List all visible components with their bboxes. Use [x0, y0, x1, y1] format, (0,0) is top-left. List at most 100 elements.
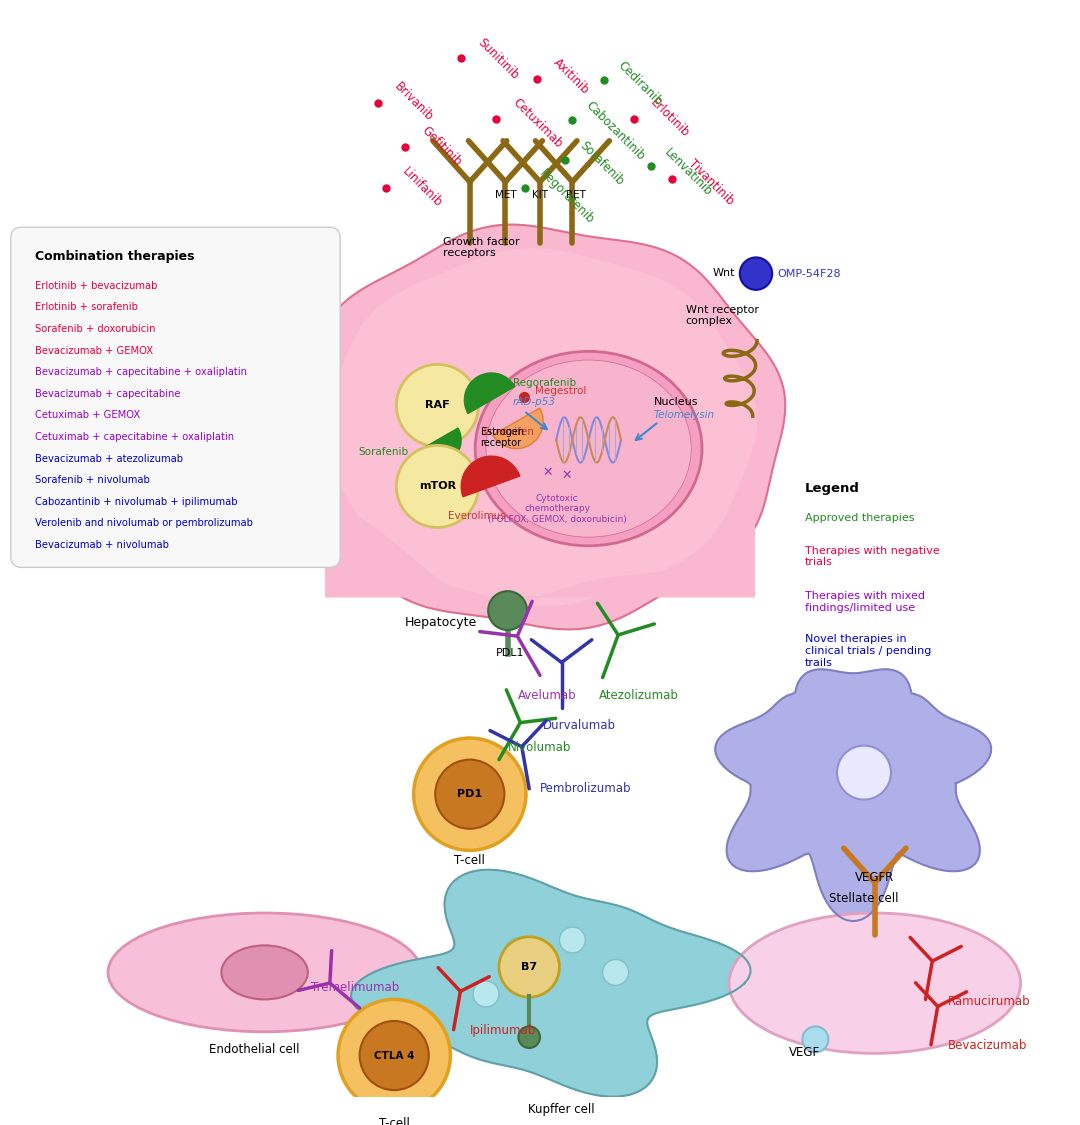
Text: T-cell: T-cell [379, 1117, 409, 1125]
Text: Cabozantinib: Cabozantinib [583, 99, 647, 163]
Text: Bevacizumab + capecitabine + oxaliplatin: Bevacizumab + capecitabine + oxaliplatin [35, 367, 246, 377]
Text: Sorafenib: Sorafenib [359, 447, 408, 457]
Circle shape [505, 938, 531, 964]
Text: Combination therapies: Combination therapies [35, 250, 194, 262]
Text: Bevacizumab + atezolizumab: Bevacizumab + atezolizumab [35, 453, 183, 463]
Text: Erlotinib: Erlotinib [648, 96, 692, 141]
FancyBboxPatch shape [11, 227, 340, 567]
Circle shape [802, 1026, 828, 1052]
Text: Verolenib and nivolumab or pembrolizumab: Verolenib and nivolumab or pembrolizumab [35, 519, 253, 529]
Text: T-cell: T-cell [455, 854, 485, 867]
Ellipse shape [486, 360, 691, 537]
Circle shape [414, 738, 526, 850]
Text: Sunitinib: Sunitinib [475, 36, 522, 82]
Circle shape [499, 937, 559, 997]
Circle shape [488, 591, 527, 630]
Text: Lenvatinib: Lenvatinib [662, 145, 715, 198]
Text: MET: MET [495, 190, 516, 200]
Text: Ramucirumab: Ramucirumab [948, 994, 1031, 1008]
Text: Avelumab: Avelumab [518, 690, 577, 702]
Polygon shape [295, 225, 785, 629]
Circle shape [740, 258, 772, 290]
Text: Hepatocyte: Hepatocyte [405, 615, 477, 629]
Text: Estrogen
receptor: Estrogen receptor [481, 426, 524, 449]
Text: B7: B7 [522, 962, 537, 972]
Text: Erlotinib + bevacizumab: Erlotinib + bevacizumab [35, 281, 157, 290]
Polygon shape [715, 669, 991, 921]
Text: Novel therapies in
clinical trials / pending
trails: Novel therapies in clinical trials / pen… [805, 634, 931, 667]
Circle shape [518, 1026, 540, 1048]
Text: Linifanib: Linifanib [400, 165, 445, 210]
Text: KIT: KIT [532, 190, 548, 200]
Text: Bevacizumab + GEMOX: Bevacizumab + GEMOX [35, 345, 152, 356]
Text: Durvalumab: Durvalumab [543, 719, 617, 732]
Text: Cabozantinib + nivolumab + ipilimumab: Cabozantinib + nivolumab + ipilimumab [35, 497, 238, 506]
Text: Telomelysin: Telomelysin [653, 411, 715, 421]
Circle shape [338, 999, 450, 1112]
Text: PDL1: PDL1 [496, 648, 524, 658]
Text: Erlotinib + sorafenib: Erlotinib + sorafenib [35, 303, 137, 313]
Text: Cetuximab: Cetuximab [510, 96, 565, 151]
Circle shape [360, 1022, 429, 1090]
Text: PD1: PD1 [457, 790, 483, 799]
Text: CTLA 4: CTLA 4 [374, 1051, 415, 1061]
Wedge shape [492, 408, 543, 449]
Ellipse shape [475, 351, 702, 546]
Text: Bevacizumab: Bevacizumab [948, 1040, 1027, 1052]
Text: Tamoxifen: Tamoxifen [481, 426, 534, 436]
Text: Nivolumab: Nivolumab [508, 741, 571, 754]
Text: Cytotoxic
chemotherapy
(FOLFOX, GEMOX, doxorubicin): Cytotoxic chemotherapy (FOLFOX, GEMOX, d… [488, 494, 626, 524]
Text: Cetuximab + capecitabine + oxaliplatin: Cetuximab + capecitabine + oxaliplatin [35, 432, 233, 442]
Text: Regorafenib: Regorafenib [537, 168, 596, 227]
Text: Wnt receptor
complex: Wnt receptor complex [686, 305, 759, 326]
Wedge shape [461, 456, 519, 497]
Text: Kupffer cell: Kupffer cell [528, 1102, 595, 1116]
Circle shape [396, 446, 478, 528]
Ellipse shape [729, 914, 1021, 1053]
Text: Therapies with negative
trials: Therapies with negative trials [805, 546, 940, 567]
Text: RET: RET [566, 190, 585, 200]
Text: Therapies with mixed
findings/limited use: Therapies with mixed findings/limited us… [805, 591, 924, 613]
Text: Pembrolizumab: Pembrolizumab [540, 782, 632, 795]
Text: Axitinib: Axitinib [551, 56, 592, 97]
Text: ✕: ✕ [562, 469, 572, 483]
Text: Brivanib: Brivanib [392, 80, 436, 124]
Text: mTOR: mTOR [419, 482, 456, 492]
Ellipse shape [221, 945, 308, 999]
Text: OMP-54F28: OMP-54F28 [778, 269, 841, 279]
Circle shape [396, 364, 478, 447]
Text: Cetuximab + GEMOX: Cetuximab + GEMOX [35, 411, 139, 421]
Text: Everolimus: Everolimus [448, 511, 505, 521]
Text: Megestrol: Megestrol [535, 386, 586, 396]
Text: Bevacizumab + nivolumab: Bevacizumab + nivolumab [35, 540, 168, 550]
Wedge shape [464, 374, 515, 414]
Circle shape [837, 746, 891, 800]
Text: Endothelial cell: Endothelial cell [208, 1043, 299, 1056]
Circle shape [473, 981, 499, 1007]
Text: Approved therapies: Approved therapies [805, 513, 914, 523]
Text: Tivantinib: Tivantinib [686, 156, 737, 207]
Text: Regorafenib: Regorafenib [513, 378, 576, 388]
Text: Sorafenib + nivolumab: Sorafenib + nivolumab [35, 475, 149, 485]
Circle shape [603, 960, 629, 986]
Circle shape [559, 927, 585, 953]
Text: Bevacizumab + capecitabine: Bevacizumab + capecitabine [35, 389, 180, 398]
Text: VEGF: VEGF [789, 1045, 820, 1059]
Ellipse shape [108, 914, 421, 1032]
Text: ✕: ✕ [542, 466, 553, 479]
Wedge shape [417, 429, 461, 464]
Polygon shape [323, 249, 757, 605]
Polygon shape [326, 451, 754, 604]
Text: Cediranib: Cediranib [616, 60, 665, 109]
Text: Wnt: Wnt [713, 268, 735, 278]
Text: VEGFR: VEGFR [855, 871, 894, 883]
Text: Legend: Legend [805, 482, 860, 495]
Text: Atezolizumab: Atezolizumab [599, 690, 679, 702]
Text: Tremelimumab: Tremelimumab [311, 981, 400, 993]
Text: Growth factor
receptors: Growth factor receptors [443, 236, 519, 259]
Text: rAD-p53: rAD-p53 [513, 397, 556, 407]
Text: Sorafenib: Sorafenib [577, 140, 626, 188]
Circle shape [435, 759, 504, 829]
Text: Gefitinib: Gefitinib [419, 124, 463, 169]
Text: Stellate cell: Stellate cell [829, 892, 899, 906]
